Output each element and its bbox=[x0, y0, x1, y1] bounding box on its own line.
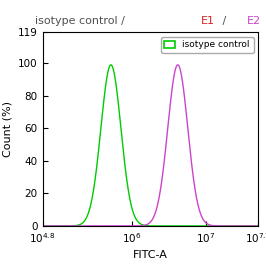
Text: E2: E2 bbox=[247, 16, 261, 26]
Text: /: / bbox=[219, 16, 230, 26]
Text: E1: E1 bbox=[201, 16, 215, 26]
Legend: isotype control: isotype control bbox=[161, 37, 253, 53]
X-axis label: FITC-A: FITC-A bbox=[133, 250, 168, 260]
Y-axis label: Count (%): Count (%) bbox=[2, 101, 12, 157]
Text: isotype control /: isotype control / bbox=[35, 16, 129, 26]
